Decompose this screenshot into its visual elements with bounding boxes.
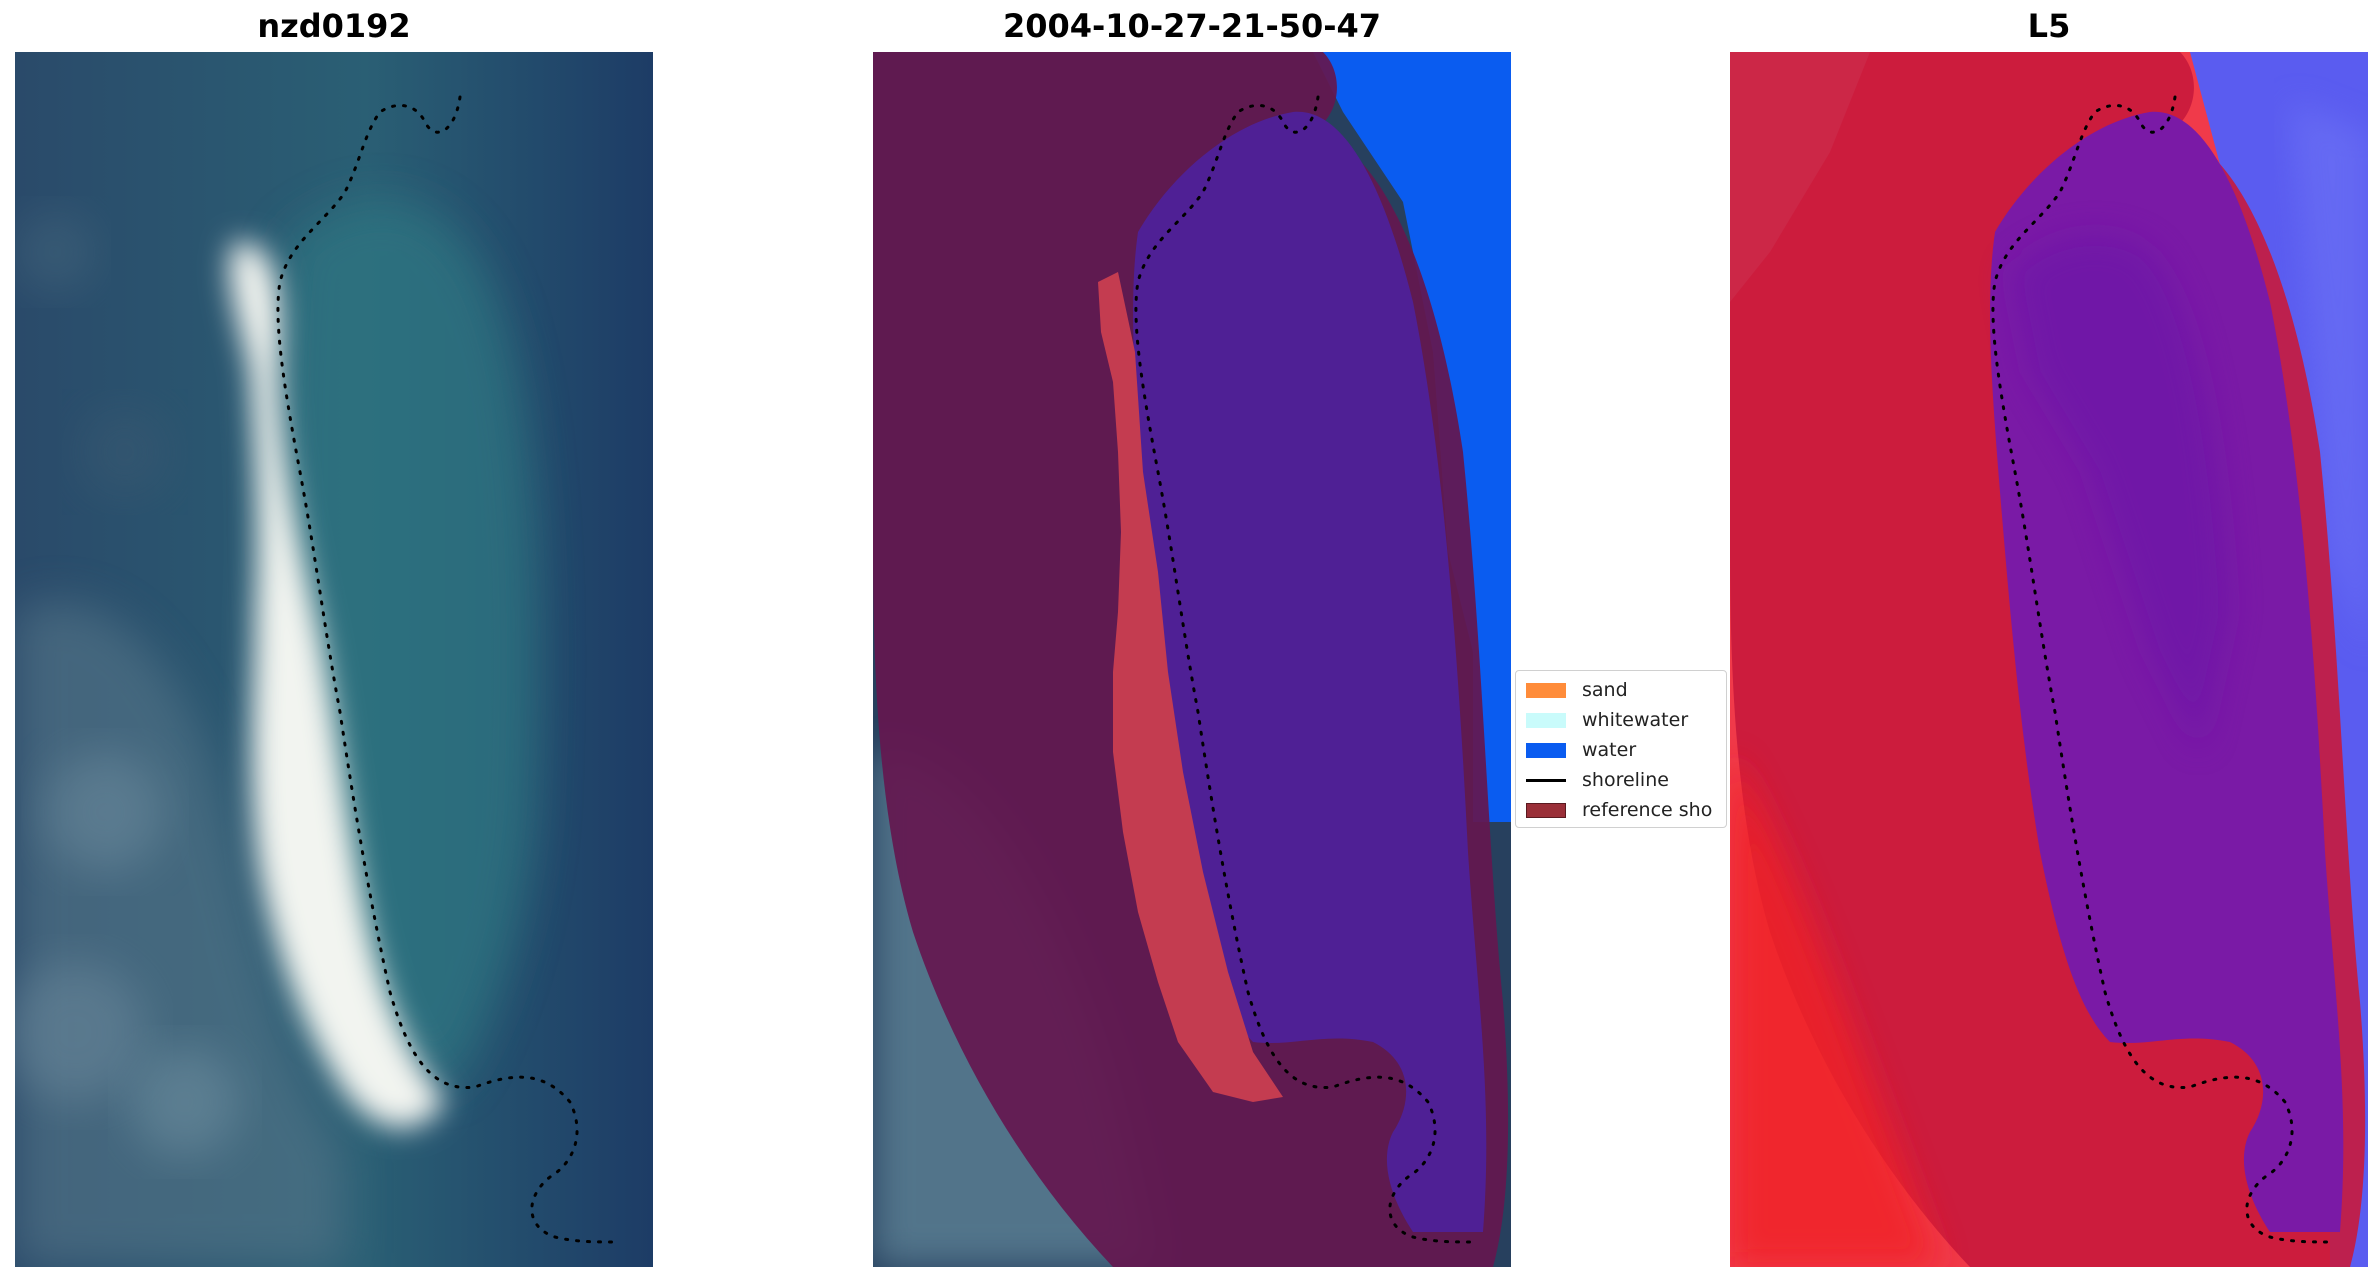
panel-title-classified: 2004-10-27-21-50-47 xyxy=(1002,7,1382,45)
legend-item-whitewater: whitewater xyxy=(1526,705,1726,735)
legend-item-sand: sand xyxy=(1526,675,1726,705)
legend-item-reference-shoreline: reference sho xyxy=(1526,795,1726,825)
legend-swatch-water xyxy=(1526,742,1566,758)
legend-label-water: water xyxy=(1582,739,1637,761)
panel-title-index: L5 xyxy=(2027,7,2071,45)
legend-label-shoreline: shoreline xyxy=(1582,769,1669,791)
rgb-satellite-image xyxy=(15,52,653,1267)
legend-swatch-whitewater xyxy=(1526,712,1566,728)
legend-line-shoreline xyxy=(1526,778,1566,782)
legend-swatch-sand xyxy=(1526,682,1566,698)
legend-item-water: water xyxy=(1526,735,1726,765)
index-map xyxy=(1730,52,2368,1267)
legend: sand whitewater water shoreline referenc… xyxy=(1515,670,1727,828)
legend-swatch-reference-shoreline xyxy=(1526,802,1566,818)
classified-image xyxy=(873,52,1511,1267)
panel-title-rgb: nzd0192 xyxy=(257,7,411,45)
legend-label-whitewater: whitewater xyxy=(1582,709,1689,731)
legend-label-sand: sand xyxy=(1582,679,1628,701)
legend-label-reference-shoreline: reference sho xyxy=(1582,799,1713,821)
legend-item-shoreline: shoreline xyxy=(1526,765,1726,795)
